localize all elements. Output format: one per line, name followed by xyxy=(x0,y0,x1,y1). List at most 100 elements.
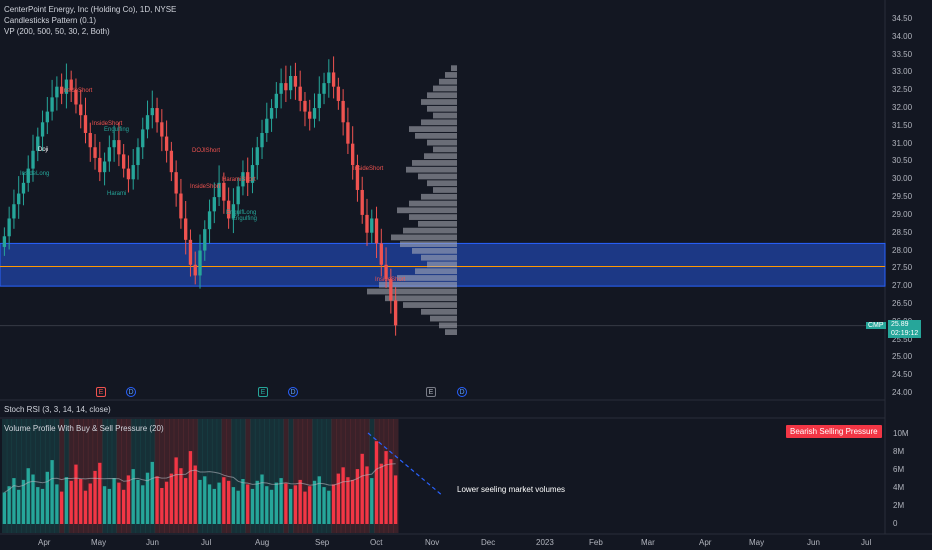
volume-bar xyxy=(351,479,355,524)
candle-pattern-label: EngulfLong xyxy=(226,210,257,216)
volume-bar xyxy=(317,476,321,524)
candle-body xyxy=(384,264,388,280)
pressure-bg-column xyxy=(240,419,246,533)
time-tick-label: Sep xyxy=(315,538,330,547)
pressure-bg-column xyxy=(288,419,294,533)
candle-body xyxy=(145,115,150,130)
dividend-badge[interactable]: D xyxy=(288,387,298,397)
volume-bar xyxy=(226,480,231,524)
candle-pattern-label: Engulfing xyxy=(232,216,258,222)
candle-body xyxy=(179,193,183,219)
pressure-bg-column xyxy=(211,419,218,533)
volume-bar xyxy=(355,469,360,524)
price-tick-label: 33.00 xyxy=(892,67,913,77)
volume-profile-bar xyxy=(415,268,457,275)
volume-bar xyxy=(389,459,393,524)
volume-profile-bar xyxy=(397,207,457,214)
dividend-badge[interactable]: D xyxy=(126,387,136,397)
candle-body xyxy=(360,189,364,215)
candle-body xyxy=(160,122,164,137)
volume-bar xyxy=(141,485,145,524)
volume-ma-line xyxy=(4,463,396,493)
volume-bar xyxy=(184,478,188,524)
volume-bar xyxy=(131,469,135,524)
cmp-tag: CMP xyxy=(866,322,886,329)
time-tick-label: 2023 xyxy=(536,538,554,547)
price-tick-label: 32.00 xyxy=(892,103,913,113)
volume-bar xyxy=(112,478,116,524)
pressure-bg-column xyxy=(121,419,127,533)
candle-body xyxy=(250,165,255,183)
pressure-bg-column xyxy=(87,419,94,533)
volume-profile-bar xyxy=(433,85,457,92)
candle-body xyxy=(188,239,193,265)
price-tick-label: 26.50 xyxy=(892,298,913,308)
price-tick-label: 24.00 xyxy=(892,388,913,397)
pressure-bg-column xyxy=(245,419,251,533)
candle-body xyxy=(88,132,92,148)
pressure-bg-column xyxy=(264,419,270,533)
candle-body xyxy=(83,115,88,133)
volume-bar xyxy=(293,485,298,524)
pressure-bg-column xyxy=(297,419,304,533)
candle-body xyxy=(193,264,197,276)
volume-bar xyxy=(59,491,64,524)
dividend-badge[interactable]: D xyxy=(457,387,467,397)
volume-profile-bar xyxy=(412,248,457,254)
pressure-bg-column xyxy=(135,419,141,533)
candle-body xyxy=(374,218,379,244)
volume-profile-bar xyxy=(427,261,457,268)
indicator-volume-profile[interactable]: VP (200, 500, 50, 30, 2, Both) xyxy=(4,27,110,36)
time-tick-label: Jun xyxy=(146,538,159,547)
candle-body xyxy=(274,93,279,109)
earnings-badge[interactable]: E xyxy=(258,387,268,397)
volume-bar xyxy=(250,488,255,524)
candle-body xyxy=(131,165,135,180)
time-tick-label: May xyxy=(749,538,765,547)
time-tick-label: Oct xyxy=(370,538,383,547)
volume-bar xyxy=(169,473,174,524)
volume-bar xyxy=(331,484,336,524)
volume-bar xyxy=(341,467,345,524)
volume-bar xyxy=(265,486,269,524)
candle-body xyxy=(217,182,221,198)
pressure-bg-column xyxy=(16,419,22,533)
candle-pattern-label: InsideShort xyxy=(375,277,406,283)
volume-bar xyxy=(21,479,26,524)
volume-bar xyxy=(121,489,126,524)
time-tick-label: Mar xyxy=(641,538,655,547)
candle-body xyxy=(255,147,259,166)
candle-body xyxy=(79,104,83,116)
volume-bar xyxy=(40,488,45,524)
symbol-title[interactable]: CenterPoint Energy, Inc (Holding Co), 1D… xyxy=(4,5,177,14)
volume-bar xyxy=(74,464,78,524)
candle-body xyxy=(93,147,97,158)
candle-body xyxy=(74,90,78,105)
volume-profile-bar xyxy=(439,78,457,85)
pressure-bg-column xyxy=(207,419,213,533)
candle-pattern-label: InsideShort xyxy=(92,121,123,127)
indicator-candlestick-pattern[interactable]: Candlesticks Pattern (0.1) xyxy=(4,16,97,25)
stoch-rsi-label[interactable]: Stoch RSI (3, 3, 14, 14, close) xyxy=(4,405,111,414)
volume-bar xyxy=(279,478,283,524)
vp-pressure-label[interactable]: Volume Profile With Buy & Sell Pressure … xyxy=(4,424,164,433)
pressure-bg-column xyxy=(326,419,332,533)
candle-body xyxy=(117,140,121,155)
volume-bar xyxy=(69,480,73,524)
price-tick-label: 34.50 xyxy=(892,14,913,23)
candle-body xyxy=(241,172,245,187)
candle-pattern-label: HaramiShort xyxy=(222,177,256,183)
volume-bar xyxy=(198,479,202,524)
pressure-bg-column xyxy=(111,419,118,533)
candle-body xyxy=(141,129,145,148)
candle-body xyxy=(265,118,269,133)
candle-body xyxy=(269,108,274,119)
candle-pattern-label: InsideShort xyxy=(353,166,384,172)
earnings-badge[interactable]: E xyxy=(426,387,436,397)
volume-profile-bar xyxy=(424,153,457,160)
volume-bar xyxy=(155,476,159,524)
pressure-bg-column xyxy=(250,419,256,533)
earnings-badge[interactable]: E xyxy=(96,387,106,397)
candle-pattern-label: Harami xyxy=(107,191,127,197)
